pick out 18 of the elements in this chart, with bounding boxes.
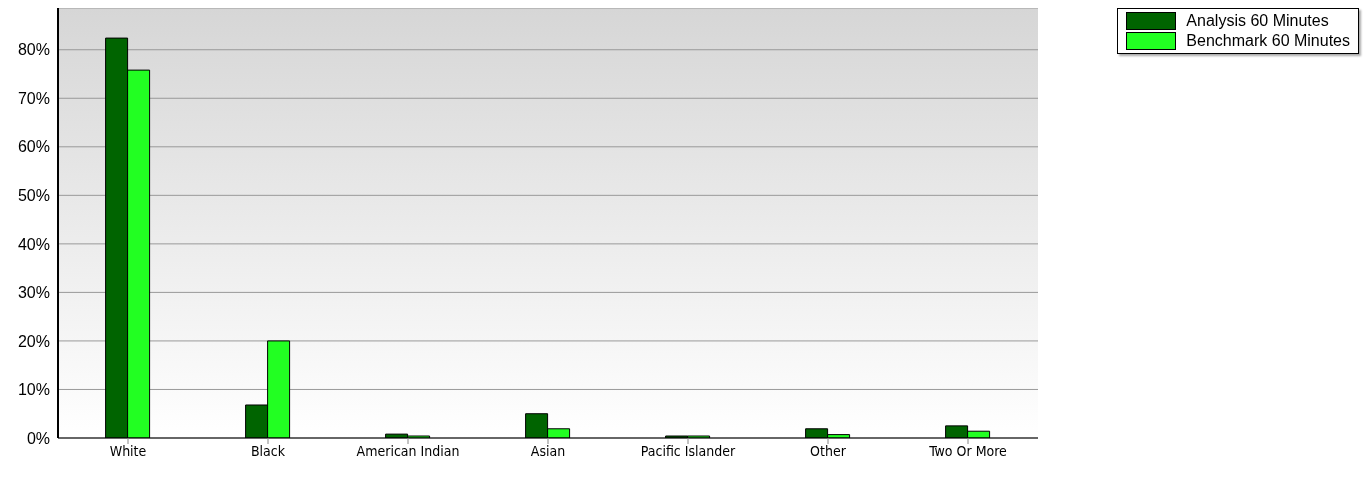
- x-tick-label: Two Or More: [928, 442, 1008, 459]
- x-tick-label: American Indian: [356, 442, 460, 459]
- legend-label: Analysis 60 Minutes: [1186, 11, 1329, 31]
- y-tick-label: 60%: [17, 138, 50, 156]
- x-tick-label: Pacific Islander: [640, 442, 737, 459]
- y-tick-label: 50%: [17, 187, 50, 205]
- x-tick-label: Asian: [530, 442, 566, 459]
- x-tick-label: Black: [250, 442, 286, 459]
- x-tick-label: Other: [810, 442, 847, 459]
- y-tick-label: 70%: [17, 89, 50, 107]
- y-tick-label: 40%: [17, 235, 50, 253]
- legend-label: Benchmark 60 Minutes: [1186, 31, 1350, 51]
- x-tick-label: White: [109, 442, 147, 459]
- y-tick-label: 20%: [17, 332, 50, 350]
- y-tick-label: 30%: [17, 284, 50, 302]
- y-tick-label: 0%: [26, 429, 50, 447]
- y-tick-label: 10%: [17, 381, 50, 399]
- y-tick-label: 80%: [17, 41, 50, 59]
